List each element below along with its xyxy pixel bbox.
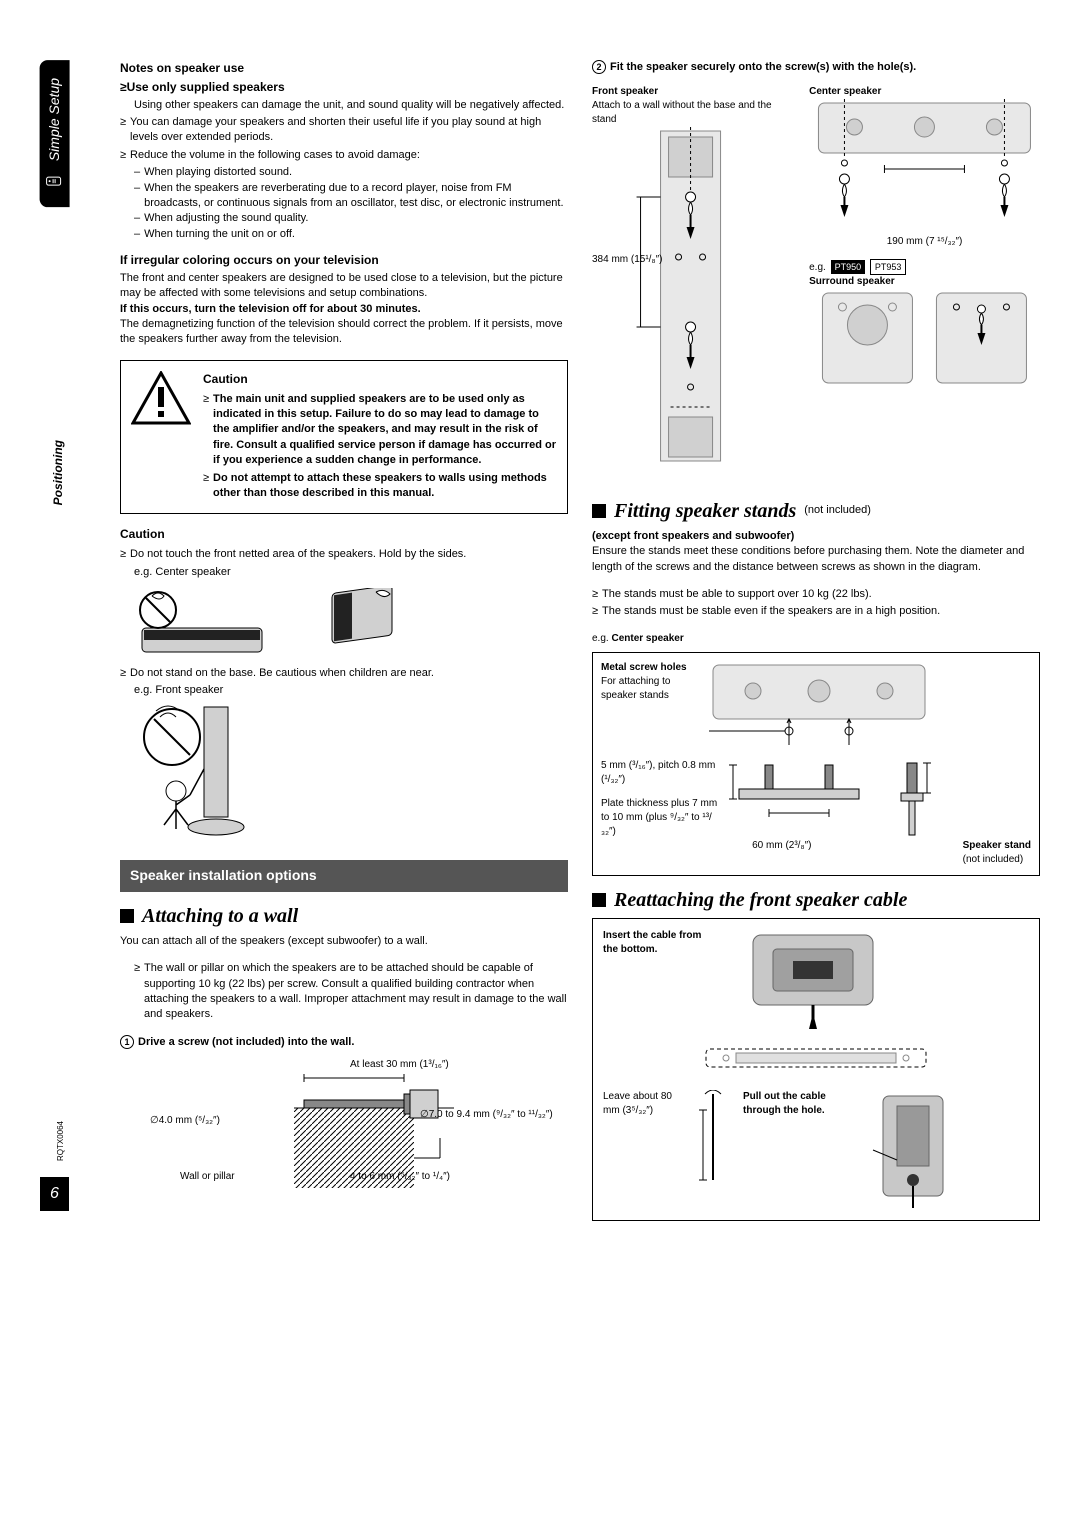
reduce-text: Reduce the volume in the following cases…: [130, 148, 420, 163]
caution-box: Caution ≥The main unit and supplied spea…: [120, 360, 568, 515]
center-spk-label: Center speaker: [809, 85, 1040, 99]
eg-center: e.g. Center speaker: [134, 565, 568, 580]
dim-190: 190 mm (7 ¹⁵/₃₂″): [809, 235, 1040, 249]
caution-attach: Do not attempt to attach these speakers …: [213, 471, 557, 502]
doc-code: RQTX0064: [55, 1121, 66, 1161]
d40-label: ∅4.0 mm (⁵/₃₂″): [150, 1114, 220, 1128]
left-column: Notes on speaker use ≥Use only supplied …: [120, 60, 568, 1221]
irregular-body: The front and center speakers are design…: [120, 271, 568, 302]
center-speaker-diagram: [134, 588, 568, 658]
no-stand: Do not stand on the base. Be cautious wh…: [130, 666, 434, 681]
eg-front: e.g. Front speaker: [134, 683, 568, 698]
if-occurs: If this occurs, turn the television off …: [120, 302, 568, 317]
dash-1: When the speakers are reverberating due …: [144, 181, 568, 212]
insert-text: Insert the cable from the bottom.: [603, 929, 713, 957]
front-speaker-diagram: [134, 699, 568, 844]
use-only-body: Using other speakers can damage the unit…: [134, 98, 568, 113]
page-number: 6: [40, 1177, 69, 1211]
screw-diagram: At least 30 mm (1³/₁₆″) ∅4.0 mm (⁵/₃₂″) …: [120, 1058, 568, 1208]
section-tab: Simple Setup: [40, 60, 70, 207]
irregular-title: If irregular coloring occurs on your tel…: [120, 252, 568, 269]
attaching-body: You can attach all of the speakers (exce…: [120, 934, 568, 949]
dim-384: 384 mm (15¹/₈″): [592, 253, 789, 267]
eg-center2: e.g. Center speaker: [592, 632, 1040, 646]
leave-text: Leave about 80 mm (3⁵/₃₂″): [603, 1090, 683, 1118]
fit-b2: The stands must be stable even if the sp…: [602, 604, 940, 619]
dim-60: 60 mm (2³/₈″): [752, 839, 811, 867]
except-text: (except front speakers and subwoofer): [592, 529, 1040, 544]
caution-main: The main unit and supplied speakers are …: [213, 392, 557, 469]
remote-icon: [46, 173, 62, 189]
fitting-heading: Fitting speaker stands (not included): [592, 497, 1040, 525]
metal-holes: Metal screw holes: [601, 661, 701, 675]
at-least-label: At least 30 mm (1³/₁₆″): [350, 1058, 449, 1072]
stand-label: Speaker stand(not included): [963, 839, 1031, 867]
plate-text: Plate thickness plus 7 mm to 10 mm (plus…: [601, 797, 721, 839]
dash-2: When adjusting the sound quality.: [144, 211, 308, 226]
pull-text: Pull out the cable through the hole.: [743, 1090, 843, 1118]
stand-diagram-box: Metal screw holes For attaching to speak…: [592, 652, 1040, 876]
caution2-title: Caution: [120, 526, 568, 543]
center-speaker-mount-diagram: [809, 99, 1040, 229]
model-badge-2: PT953: [870, 259, 907, 276]
fitting-body: Ensure the stands meet these conditions …: [592, 544, 1040, 575]
eg-models: e.g. PT950 PT953: [809, 259, 1040, 276]
dash-0: When playing distorted sound.: [144, 165, 292, 180]
reattach-diagram-box: Insert the cable from the bottom. Leave …: [592, 918, 1040, 1221]
damage-text: You can damage your speakers and shorten…: [130, 115, 568, 146]
use-only-title: ≥Use only supplied speakers: [120, 79, 568, 96]
attach-wall-text: Attach to a wall without the base and th…: [592, 99, 789, 127]
notes-title: Notes on speaker use: [120, 60, 568, 77]
wall-req: The wall or pillar on which the speakers…: [144, 961, 568, 1023]
caution-title: Caution: [203, 371, 557, 388]
front-speaker-mount-diagram: [592, 127, 789, 467]
wall-label: Wall or pillar: [180, 1170, 235, 1184]
model-badge-1: PT950: [831, 260, 866, 275]
options-section-bar: Speaker installation options: [120, 860, 568, 892]
fit-b1: The stands must be able to support over …: [602, 587, 872, 602]
sidebar-section-label: Positioning: [50, 440, 67, 505]
tab-label: Simple Setup: [46, 78, 62, 161]
step2: 2Fit the speaker securely onto the screw…: [592, 60, 1040, 75]
warning-icon: [131, 371, 191, 504]
reattach-heading: Reattaching the front speaker cable: [592, 886, 1040, 914]
for-attach: For attaching to speaker stands: [601, 675, 701, 703]
surround-spk-label: Surround speaker: [809, 275, 1040, 289]
front-spk-label: Front speaker: [592, 85, 789, 99]
no-touch: Do not touch the front netted area of th…: [130, 547, 466, 562]
demag-text: The demagnetizing function of the televi…: [120, 317, 568, 348]
surround-speaker-diagram: [809, 289, 1040, 399]
right-column: 2Fit the speaker securely onto the screw…: [592, 60, 1040, 1221]
step1: 1Drive a screw (not included) into the w…: [120, 1035, 568, 1050]
attaching-heading: Attaching to a wall: [120, 902, 568, 930]
pitch-text: 5 mm (³/₁₆″), pitch 0.8 mm (¹/₃₂″): [601, 759, 721, 787]
dash-3: When turning the unit on or off.: [144, 227, 295, 242]
d70-label: ∅7.0 to 9.4 mm (⁹/₃₂″ to ¹¹/₃₂″): [420, 1108, 553, 1122]
gap-label: 4 to 6 mm (⁵/₃₂″ to ¹/₄″): [350, 1170, 450, 1184]
